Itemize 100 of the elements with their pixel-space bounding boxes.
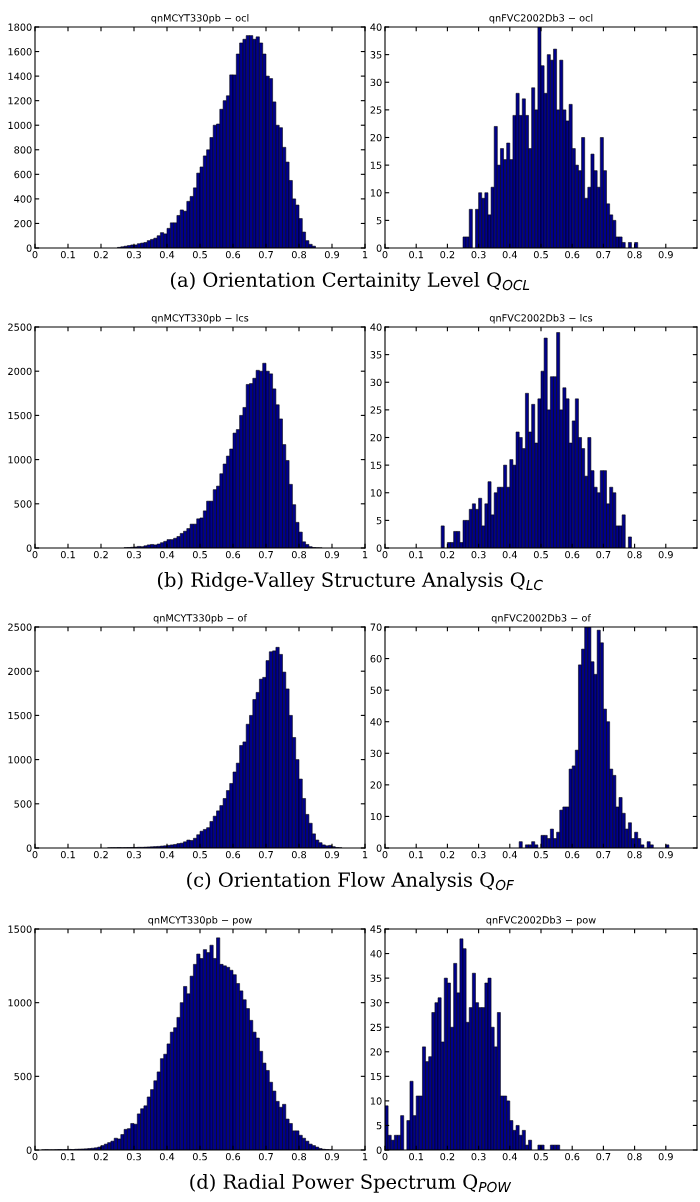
y-tick-label: 400 <box>14 195 32 203</box>
y-tick-label: 2000 <box>8 667 32 676</box>
x-tick-label: 0.4 <box>159 1152 175 1161</box>
x-tick-label: 1 <box>362 1153 368 1161</box>
x-tick-label: 0.7 <box>258 250 273 259</box>
y-tick-label: 40 <box>370 718 382 726</box>
y-tick-label: 1000 <box>8 121 32 130</box>
y-tick-label: 25 <box>370 1023 382 1032</box>
chart-title: qnFVC2002Db3 − ocl <box>489 14 593 24</box>
x-tick-label: 0.5 <box>533 850 548 859</box>
y-tick-label: 1400 <box>8 72 32 80</box>
x-tick-label: 0.1 <box>60 850 75 859</box>
x-tick-label: 0.1 <box>409 550 424 559</box>
x-tick-label: 0.1 <box>409 250 424 259</box>
y-tick-label: 2000 <box>8 367 32 376</box>
x-tick-label: 0 <box>32 550 38 559</box>
chart-title: qnFVC2002Db3 − pow <box>486 916 596 926</box>
x-tick-label: 0.6 <box>565 850 580 859</box>
x-tick-label: 1 <box>362 551 368 559</box>
x-tick-label: 0.6 <box>225 550 241 559</box>
x-tick-label: 0.5 <box>533 550 548 559</box>
x-tick-label: 0.3 <box>471 550 486 559</box>
y-tick-label: 2500 <box>8 623 32 631</box>
x-tick-label: 0.6 <box>225 850 241 859</box>
x-tick-label: 0.5 <box>192 850 207 859</box>
x-tick-label: 0.6 <box>225 1152 241 1161</box>
x-tick-label: 1 <box>362 851 368 859</box>
text: (b) Ridge-Valley Structure Analysis Q$_{LC}$ <box>157 572 543 592</box>
y-tick-label: 10 <box>370 189 382 197</box>
y-tick-label: 500 <box>14 1072 32 1081</box>
x-tick-label: 0.9 <box>324 850 340 859</box>
x-tick-label: 0.4 <box>502 250 517 259</box>
x-tick-label: 0.4 <box>502 550 517 559</box>
x-tick-label: 0.9 <box>658 250 673 259</box>
x-tick-label: 0.8 <box>627 1152 642 1161</box>
x-tick-label: 0.6 <box>565 550 580 559</box>
y-tick-label: 0 <box>376 544 382 552</box>
x-tick-label: 0.4 <box>502 1152 517 1161</box>
x-tick-label: 0.8 <box>291 850 307 859</box>
x-tick-label: 0.9 <box>658 550 673 559</box>
x-tick-label: 0.7 <box>596 850 611 859</box>
x-tick-label: 0.2 <box>93 1152 108 1161</box>
x-tick-label: 0.7 <box>258 850 273 859</box>
x-tick-label: 0.4 <box>502 850 517 859</box>
y-tick-label: 10 <box>370 489 382 497</box>
y-tick-label: 1500 <box>8 925 32 933</box>
x-tick-label: 0.2 <box>440 250 455 259</box>
y-tick-label: 30 <box>370 378 382 387</box>
x-tick-label: 0.8 <box>291 1152 307 1161</box>
y-tick-label: 70 <box>370 623 382 631</box>
x-tick-label: 0 <box>32 1152 38 1161</box>
y-tick-label: 800 <box>14 146 32 154</box>
y-tick-label: 20 <box>370 433 382 442</box>
y-tick-label: 30 <box>370 749 382 758</box>
y-tick-label: 1800 <box>8 23 32 31</box>
text: (a) Orientation Certainity Level Q$_{OCL}$ <box>171 272 530 292</box>
x-tick-label: 0.8 <box>291 250 307 259</box>
y-tick-label: 25 <box>370 406 382 414</box>
x-tick-label: 0.5 <box>192 1152 207 1161</box>
x-tick-label: 0.8 <box>627 850 642 859</box>
x-tick-label: 1 <box>362 251 368 259</box>
y-tick-label: 0 <box>376 1146 382 1154</box>
y-tick-label: 60 <box>370 655 382 663</box>
y-tick-label: 10 <box>370 1097 382 1105</box>
y-tick-label: 1500 <box>8 711 32 720</box>
x-tick-label: 0.3 <box>126 250 141 259</box>
y-tick-label: 15 <box>370 1072 382 1081</box>
x-tick-label: 0.2 <box>440 850 455 859</box>
y-tick-label: 1200 <box>8 97 32 105</box>
y-tick-label: 10 <box>370 812 382 821</box>
y-tick-label: 15 <box>370 161 382 169</box>
y-tick-label: 0 <box>26 844 32 852</box>
x-tick-label: 0.6 <box>565 1152 580 1161</box>
y-tick-label: 25 <box>370 106 382 114</box>
y-tick-label: 1000 <box>8 756 32 764</box>
y-tick-label: 30 <box>370 78 382 87</box>
x-tick-label: 0 <box>382 250 388 259</box>
y-tick-label: 15 <box>370 461 382 469</box>
y-tick-label: 600 <box>14 170 32 179</box>
chart-title: qnMCYT330pb − pow <box>148 916 252 926</box>
x-tick-label: 0.4 <box>159 250 175 259</box>
y-tick-label: 1600 <box>8 48 32 56</box>
y-tick-label: 30 <box>370 999 382 1007</box>
y-tick-label: 40 <box>370 323 382 331</box>
x-tick-label: 0.1 <box>60 1152 75 1161</box>
x-tick-label: 0.9 <box>658 850 673 859</box>
y-tick-label: 0 <box>26 544 32 552</box>
chart-title: qnMCYT330pb − ocl <box>151 14 249 24</box>
y-tick-label: 5 <box>376 516 382 525</box>
x-tick-label: 0 <box>382 550 388 559</box>
x-tick-label: 0.9 <box>324 250 340 259</box>
x-tick-label: 0.2 <box>93 550 108 559</box>
y-tick-label: 20 <box>370 133 382 142</box>
x-tick-label: 0.7 <box>258 1152 273 1161</box>
y-tick-label: 0 <box>26 244 32 252</box>
x-tick-label: 0.4 <box>159 850 175 859</box>
y-tick-label: 1500 <box>8 411 32 420</box>
x-tick-label: 0.3 <box>126 850 141 859</box>
chart-title: qnMCYT330pb − of <box>153 614 248 624</box>
y-tick-label: 0 <box>26 1146 32 1154</box>
